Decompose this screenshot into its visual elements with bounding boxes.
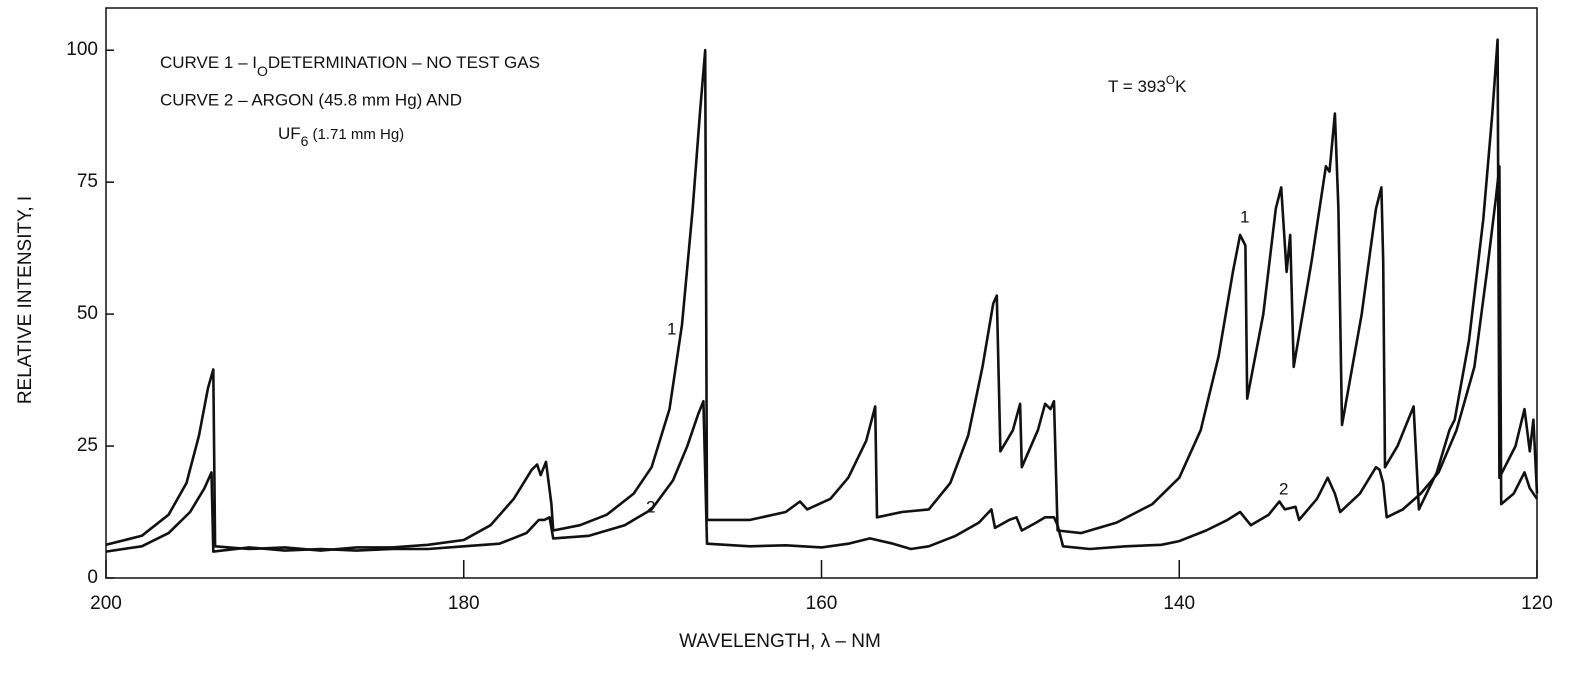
annotation: CURVE 1 – IODETERMINATION – NO TEST GAS (160, 53, 540, 78)
annotation-text: CURVE 1 – I (160, 53, 257, 72)
annotation-superscript: O (1166, 73, 1175, 87)
annotation-subscript: 6 (301, 133, 309, 149)
curve (105, 165, 1539, 553)
y-tick-label: 100 (66, 39, 98, 60)
x-tick-label: 140 (1163, 593, 1195, 614)
annotation-text: T = 393 (1108, 77, 1166, 96)
curve-label: 2 (646, 497, 655, 516)
y-tick-label: 0 (87, 567, 98, 588)
y-tick-label: 50 (77, 303, 98, 324)
x-tick-label: 120 (1521, 593, 1553, 614)
x-axis-label: WAVELENGTH, λ – NM (679, 631, 881, 652)
y-axis-label: RELATIVE INTENSITY, I (15, 196, 36, 404)
annotation-text: DETERMINATION – NO TEST GAS (268, 53, 540, 72)
annotation-text: (1.71 mm Hg) (312, 126, 404, 143)
curve-label: 1 (1240, 207, 1249, 226)
x-tick-label: 200 (90, 593, 122, 614)
x-tick-label: 180 (448, 593, 480, 614)
annotation: UF6 (1.71 mm Hg) (278, 124, 404, 148)
curve (105, 38, 1539, 552)
y-tick-label: 25 (77, 435, 98, 456)
annotation: CURVE 2 – ARGON (45.8 mm Hg) AND (160, 90, 462, 109)
curve-label: 2 (1279, 479, 1288, 498)
annotation-text: UF (278, 124, 301, 143)
annotation: T = 393OK (1108, 73, 1187, 96)
y-tick-label: 75 (77, 171, 98, 192)
annotation-subscript: O (257, 63, 268, 79)
annotation-text: K (1175, 77, 1187, 96)
x-tick-label: 160 (806, 593, 838, 614)
curve-label: 1 (667, 319, 676, 338)
